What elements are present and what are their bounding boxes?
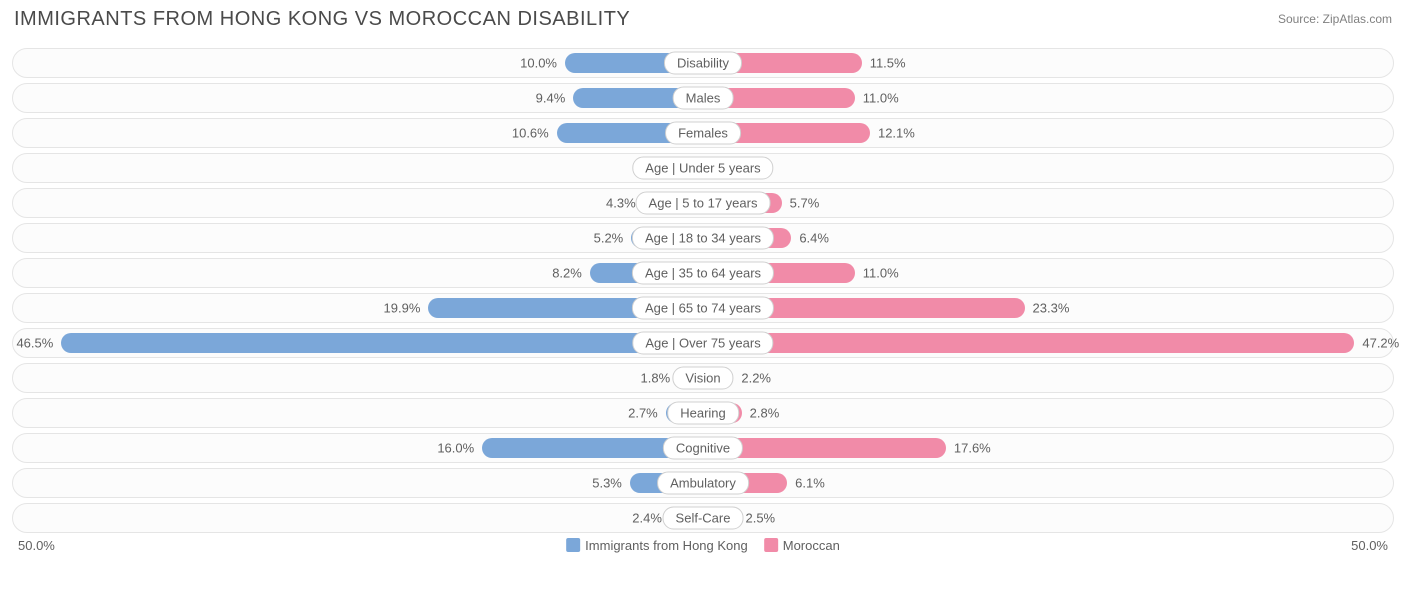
bar-row: 0.95%1.2%Age | Under 5 years [12, 153, 1394, 183]
bar-row: 10.0% 11.5% Disability [12, 48, 1394, 78]
category-pill: Age | Over 75 years [632, 332, 773, 355]
value-label-right: 6.1% [795, 476, 825, 491]
legend-swatch [764, 538, 778, 552]
category-pill: Self-Care [663, 507, 744, 530]
bar-row: 2.4% 2.5%Self-Care [12, 503, 1394, 533]
value-label-left: 19.9% [384, 301, 421, 316]
value-label-right: 23.3% [1033, 301, 1070, 316]
legend-label: Immigrants from Hong Kong [585, 538, 748, 553]
value-label-left: 10.0% [520, 56, 557, 71]
category-pill: Males [673, 87, 734, 110]
value-label-left: 5.3% [592, 476, 622, 491]
category-pill: Vision [672, 367, 733, 390]
legend: Immigrants from Hong Kong Moroccan [566, 538, 840, 553]
legend-item: Moroccan [764, 538, 840, 553]
value-label-right: 12.1% [878, 126, 915, 141]
value-label-right: 5.7% [790, 196, 820, 211]
value-label-right: 11.5% [870, 56, 906, 71]
category-pill: Cognitive [663, 437, 743, 460]
value-label-right: 2.2% [741, 371, 771, 386]
bar-row: 2.7% 2.8% Hearing [12, 398, 1394, 428]
value-label-right: 2.8% [750, 406, 780, 421]
category-pill: Age | 18 to 34 years [632, 227, 774, 250]
value-label-left: 10.6% [512, 126, 549, 141]
chart-area: 10.0%11.5%Disability9.4%11.0%Males10.6%1… [12, 48, 1394, 578]
value-label-left: 46.5% [16, 336, 53, 351]
value-label-left: 8.2% [552, 266, 582, 281]
bar-row: 46.5%47.2%Age | Over 75 years [12, 328, 1394, 358]
value-label-left: 9.4% [536, 91, 566, 106]
bar-row: 16.0% 17.6% Cognitive [12, 433, 1394, 463]
category-pill: Age | 65 to 74 years [632, 297, 774, 320]
category-pill: Age | 35 to 64 years [632, 262, 774, 285]
value-label-left: 4.3% [606, 196, 636, 211]
value-label-left: 2.7% [628, 406, 658, 421]
bar-row: 9.4% 11.0% Males [12, 83, 1394, 113]
bar-left [61, 333, 703, 353]
value-label-left: 1.8% [641, 371, 671, 386]
value-label-right: 47.2% [1362, 336, 1399, 351]
value-label-right: 11.0% [863, 266, 899, 281]
legend-item: Immigrants from Hong Kong [566, 538, 748, 553]
chart-title: IMMIGRANTS FROM HONG KONG VS MOROCCAN DI… [14, 8, 630, 31]
category-pill: Age | Under 5 years [632, 157, 773, 180]
category-pill: Hearing [667, 402, 739, 425]
bar-row: 10.6% 12.1% Females [12, 118, 1394, 148]
value-label-left: 2.4% [632, 511, 662, 526]
category-pill: Females [665, 122, 741, 145]
axis-row: 50.0% 50.0% Immigrants from Hong Kong Moroc… [12, 538, 1394, 558]
bar-row: 8.2% 11.0% Age | 35 to 64 years [12, 258, 1394, 288]
chart-container: IMMIGRANTS FROM HONG KONG VS MOROCCAN DI… [0, 0, 1406, 612]
bar-row: 19.9% 23.3% Age | 65 to 74 years [12, 293, 1394, 323]
category-pill: Disability [664, 52, 742, 75]
value-label-right: 11.0% [863, 91, 899, 106]
axis-label-right: 50.0% [1351, 538, 1388, 553]
category-pill: Ambulatory [657, 472, 749, 495]
legend-label: Moroccan [783, 538, 840, 553]
bar-row: 5.3% 6.1% Ambulatory [12, 468, 1394, 498]
bar-row: 5.2% 6.4% Age | 18 to 34 years [12, 223, 1394, 253]
value-label-right: 6.4% [799, 231, 829, 246]
legend-swatch [566, 538, 580, 552]
category-pill: Age | 5 to 17 years [636, 192, 771, 215]
bar-row: 1.8% 2.2% Vision [12, 363, 1394, 393]
axis-label-left: 50.0% [18, 538, 55, 553]
value-label-right: 17.6% [954, 441, 991, 456]
bar-row: 4.3% 5.7% Age | 5 to 17 years [12, 188, 1394, 218]
value-label-left: 16.0% [437, 441, 474, 456]
value-label-left: 5.2% [594, 231, 624, 246]
value-label-right: 2.5% [745, 511, 775, 526]
source-attribution: Source: ZipAtlas.com [1278, 12, 1392, 26]
bar-right [703, 333, 1354, 353]
